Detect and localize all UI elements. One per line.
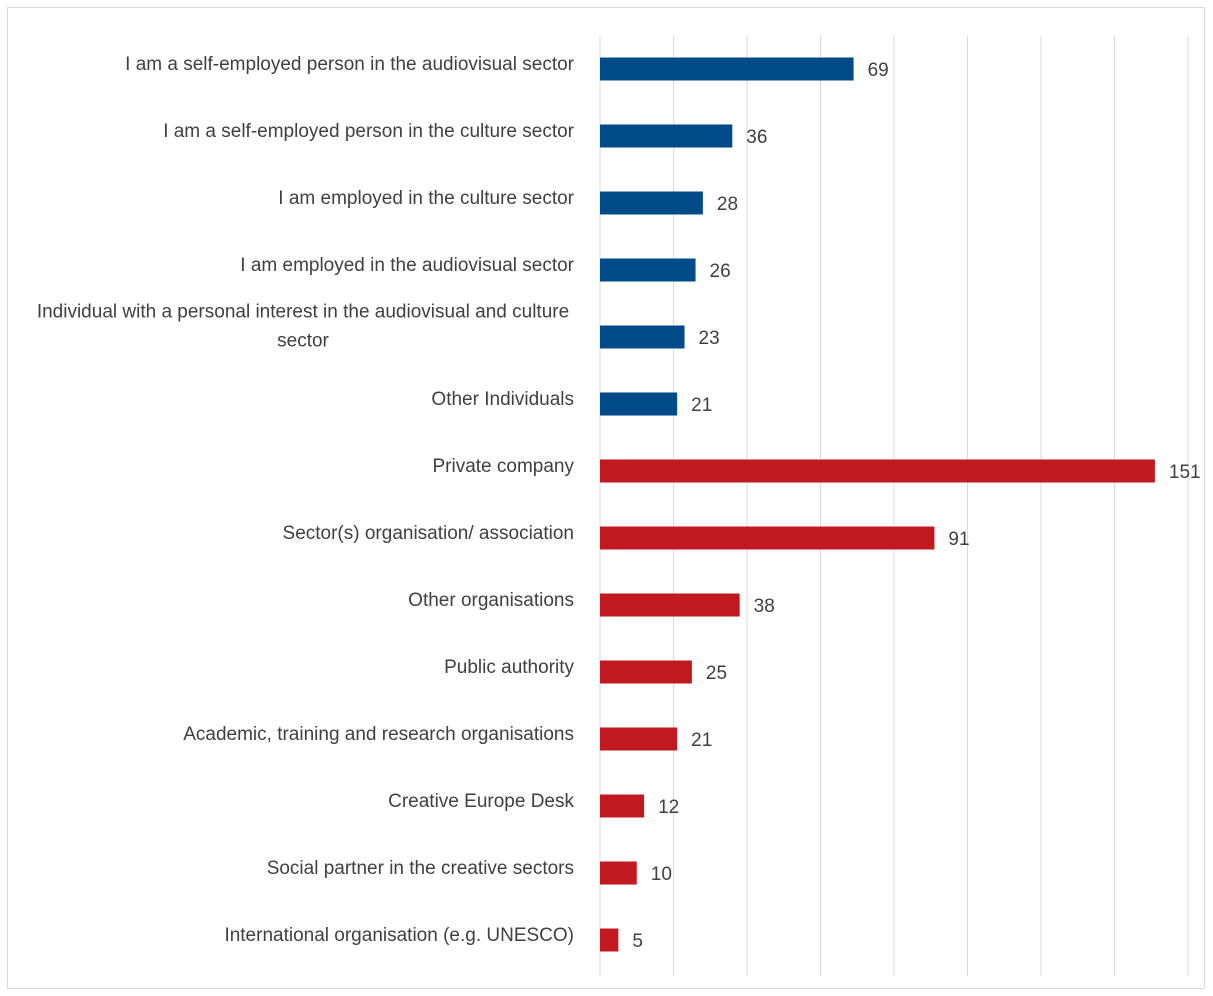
category-labels: I am a self-employed person in the audio… bbox=[37, 54, 575, 946]
data-label: 36 bbox=[746, 127, 767, 148]
category-label: I am employed in the audiovisual sector bbox=[240, 255, 574, 276]
data-label: 21 bbox=[691, 730, 712, 751]
bar bbox=[600, 459, 1155, 483]
bar bbox=[600, 191, 703, 215]
data-label: 28 bbox=[717, 194, 738, 215]
bar bbox=[600, 928, 619, 952]
bar bbox=[600, 660, 692, 684]
data-label: 21 bbox=[691, 395, 712, 416]
value-labels: 69 36 28 26 23 21 151 91 38 25 21 12 10 5 bbox=[632, 60, 1200, 952]
category-label: I am a self-employed person in the audio… bbox=[125, 54, 575, 75]
bar bbox=[600, 325, 685, 349]
bar bbox=[600, 258, 696, 282]
bar bbox=[600, 124, 733, 148]
bar bbox=[600, 861, 637, 885]
category-label: Sector(s) organisation/ association bbox=[283, 523, 574, 544]
data-label: 151 bbox=[1169, 462, 1201, 483]
bar bbox=[600, 526, 935, 550]
data-label: 25 bbox=[706, 663, 727, 684]
category-label: Individual with a personal interest in t… bbox=[37, 302, 569, 352]
bar bbox=[600, 57, 854, 81]
category-label: International organisation (e.g. UNESCO) bbox=[224, 925, 574, 946]
data-label: 69 bbox=[868, 60, 889, 81]
category-label: Academic, training and research organisa… bbox=[183, 724, 574, 745]
bar-chart: I am a self-employed person in the audio… bbox=[37, 36, 1201, 976]
chart-frame: I am a self-employed person in the audio… bbox=[7, 7, 1205, 989]
data-label: 10 bbox=[651, 864, 672, 885]
category-label: Creative Europe Desk bbox=[388, 791, 574, 812]
category-label: Public authority bbox=[444, 657, 574, 678]
data-label: 5 bbox=[632, 931, 643, 952]
bar bbox=[600, 593, 740, 617]
category-label: Other Individuals bbox=[431, 389, 574, 410]
data-label: 23 bbox=[699, 328, 720, 349]
category-label: I am employed in the culture sector bbox=[278, 188, 574, 209]
data-label: 26 bbox=[710, 261, 731, 282]
category-label: Other organisations bbox=[408, 590, 574, 611]
bar bbox=[600, 794, 645, 818]
category-label: Social partner in the creative sectors bbox=[267, 858, 574, 879]
bar bbox=[600, 727, 678, 751]
category-label: I am a self-employed person in the cultu… bbox=[163, 121, 574, 142]
gridlines bbox=[599, 36, 1189, 976]
data-label: 91 bbox=[948, 529, 969, 550]
data-label: 38 bbox=[754, 596, 775, 617]
bars bbox=[600, 57, 1155, 952]
category-label: Private company bbox=[432, 456, 574, 477]
bar bbox=[600, 392, 678, 416]
data-label: 12 bbox=[658, 797, 679, 818]
